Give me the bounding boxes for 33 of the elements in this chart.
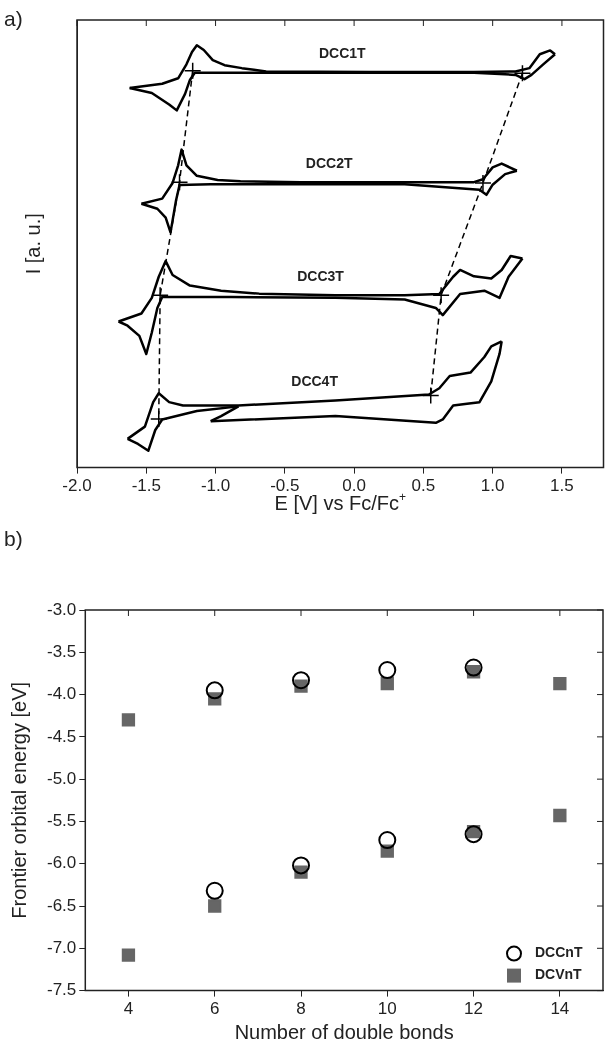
x-tick-label: -2.0 bbox=[62, 476, 92, 496]
x-tick-label: 1.5 bbox=[550, 476, 574, 496]
x-tick-label: 14 bbox=[550, 999, 570, 1019]
y-tick-label: -4.5 bbox=[47, 726, 77, 746]
text: a) bbox=[4, 7, 23, 30]
y-tick-label: -6.0 bbox=[47, 853, 77, 873]
y-tick-label: -7.0 bbox=[47, 938, 77, 957]
x-axis-title: Number of double bonds bbox=[234, 1021, 454, 1043]
y-axis-title: Frontier orbital energy [eV] bbox=[8, 681, 30, 919]
x-tick-label: 8 bbox=[296, 999, 306, 1019]
series-label: DCC4T bbox=[291, 373, 339, 390]
y-tick-label: -6.5 bbox=[47, 895, 77, 915]
x-tick-label: 0.5 bbox=[411, 476, 436, 496]
y-tick-label: -7.5 bbox=[47, 980, 77, 1000]
x-tick-label: -1.5 bbox=[131, 476, 161, 496]
series-label: DCC1T bbox=[318, 44, 367, 61]
y-tick-label: -3.5 bbox=[47, 641, 77, 661]
y-tick-label: -3.0 bbox=[47, 599, 77, 619]
text: b) bbox=[4, 527, 23, 550]
y-tick-label: -5.5 bbox=[47, 811, 77, 831]
x-tick-label: 4 bbox=[123, 999, 134, 1019]
series-label: DCC2T bbox=[305, 155, 353, 172]
legend-label: DCCnT bbox=[535, 944, 583, 961]
x-tick-label: 1.0 bbox=[480, 476, 505, 496]
x-tick-label: -1.0 bbox=[200, 476, 231, 496]
x-tick-label: 10 bbox=[377, 999, 397, 1019]
y-tick-label: -4.0 bbox=[47, 684, 77, 704]
y-tick-label: -5.0 bbox=[47, 768, 77, 788]
legend-label: DCVnT bbox=[535, 966, 583, 983]
y-axis-title: I [a. u.] bbox=[22, 213, 44, 275]
series-label: DCC3T bbox=[297, 268, 345, 285]
x-tick-label: 12 bbox=[464, 999, 484, 1019]
x-tick-label: 6 bbox=[209, 999, 220, 1019]
